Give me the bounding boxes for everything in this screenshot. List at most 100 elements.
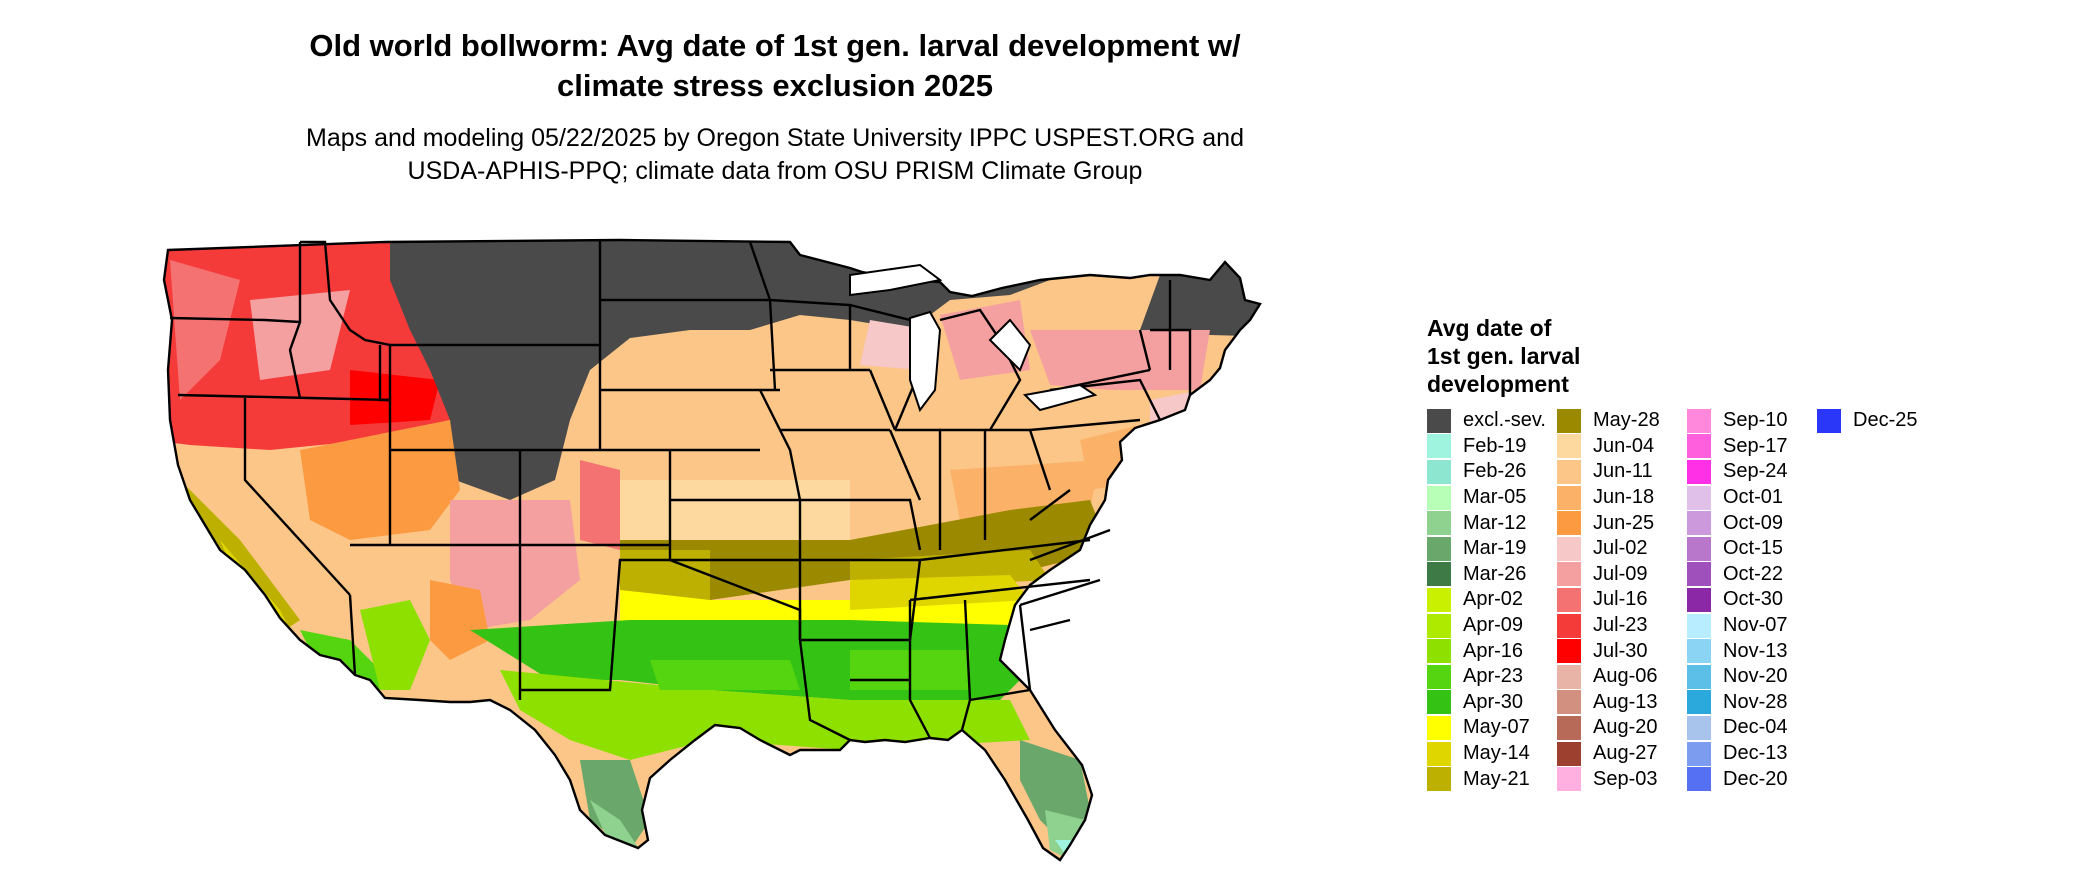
legend-label: Sep-10 — [1723, 409, 1788, 432]
legend-item: Apr-23 — [1427, 664, 1557, 690]
legend-item: Sep-24 — [1687, 459, 1817, 485]
legend-label: Dec-20 — [1723, 767, 1788, 790]
legend-swatch — [1427, 587, 1451, 612]
legend-label: Jul-30 — [1593, 639, 1648, 662]
legend-label: Nov-28 — [1723, 690, 1788, 713]
legend-label: Nov-07 — [1723, 614, 1788, 637]
legend-item: Apr-16 — [1427, 638, 1557, 664]
legend-item: Jun-18 — [1557, 485, 1687, 511]
legend-item: Mar-05 — [1427, 485, 1557, 511]
legend-label: Dec-13 — [1723, 742, 1788, 765]
legend-label: Nov-13 — [1723, 639, 1788, 662]
legend-swatch — [1687, 485, 1711, 510]
legend-label: Dec-04 — [1723, 716, 1788, 739]
legend-label: Jul-09 — [1593, 562, 1648, 585]
legend-item: May-07 — [1427, 715, 1557, 741]
legend-swatch — [1557, 587, 1581, 612]
legend-label: Jul-16 — [1593, 588, 1648, 611]
legend-item: Nov-28 — [1687, 690, 1817, 716]
legend-swatch — [1687, 613, 1711, 638]
legend-item: Dec-13 — [1687, 741, 1817, 767]
legend-swatch — [1687, 459, 1711, 484]
legend-item: May-21 — [1427, 766, 1557, 792]
legend-swatch — [1427, 664, 1451, 689]
us-map — [162, 238, 1262, 862]
legend-item: excl.-sev. — [1427, 408, 1557, 434]
legend-swatch — [1427, 613, 1451, 638]
legend-label: Mar-26 — [1463, 562, 1527, 585]
legend-item: Aug-13 — [1557, 690, 1687, 716]
legend-swatch — [1427, 434, 1451, 459]
legend-label: Jun-18 — [1593, 486, 1655, 509]
legend-swatch — [1427, 639, 1451, 664]
legend-swatch — [1427, 536, 1451, 561]
legend-swatch — [1817, 408, 1841, 433]
legend-item: Mar-12 — [1427, 510, 1557, 536]
map-subtitle-line-1: Maps and modeling 05/22/2025 by Oregon S… — [306, 124, 1244, 152]
legend-label: Aug-20 — [1593, 716, 1658, 739]
legend-swatch — [1687, 562, 1711, 587]
legend-item: Oct-22 — [1687, 562, 1817, 588]
legend-item: Oct-15 — [1687, 536, 1817, 562]
legend-swatch — [1427, 511, 1451, 536]
map-title-line-2: climate stress exclusion 2025 — [557, 68, 993, 103]
legend-swatch — [1557, 434, 1581, 459]
legend-swatch — [1687, 408, 1711, 433]
legend-label: May-28 — [1593, 409, 1660, 432]
legend-swatch — [1557, 485, 1581, 510]
legend-title-line-2: 1st gen. larval — [1427, 343, 1581, 369]
legend-label: Jul-02 — [1593, 537, 1648, 560]
legend-swatch — [1427, 485, 1451, 510]
legend-swatch — [1557, 408, 1581, 433]
legend-swatch — [1557, 459, 1581, 484]
legend-item: Apr-02 — [1427, 587, 1557, 613]
legend-swatch — [1687, 639, 1711, 664]
legend-item: Nov-20 — [1687, 664, 1817, 690]
legend-label: Feb-19 — [1463, 434, 1527, 457]
legend-item: Sep-10 — [1687, 408, 1817, 434]
legend-label: Jun-04 — [1593, 434, 1655, 457]
legend-swatch — [1687, 690, 1711, 715]
legend-label: Jul-23 — [1593, 614, 1648, 637]
legend-item: Jul-09 — [1557, 562, 1687, 588]
map-title: Old world bollworm: Avg date of 1st gen.… — [200, 26, 1350, 106]
legend-swatch — [1557, 741, 1581, 766]
legend-title-line-3: development — [1427, 371, 1569, 397]
legend-swatch — [1427, 562, 1451, 587]
legend-label: May-21 — [1463, 767, 1530, 790]
legend-swatch — [1687, 511, 1711, 536]
legend-item: Aug-27 — [1557, 741, 1687, 767]
legend-item: Jun-04 — [1557, 434, 1687, 460]
legend-item: May-14 — [1427, 741, 1557, 767]
legend-item: May-28 — [1557, 408, 1687, 434]
legend-label: Sep-17 — [1723, 434, 1788, 457]
legend-item: Dec-20 — [1687, 766, 1817, 792]
legend-item: Mar-19 — [1427, 536, 1557, 562]
legend-label: Oct-09 — [1723, 511, 1784, 534]
legend-item: Feb-26 — [1427, 459, 1557, 485]
legend-item: Sep-17 — [1687, 434, 1817, 460]
legend: excl.-sev. Feb-19 Feb-26 Mar-05 Mar-12 Mar-19… — [1427, 408, 1947, 792]
legend-label: Oct-15 — [1723, 537, 1784, 560]
legend-swatch — [1557, 767, 1581, 792]
legend-label: Apr-02 — [1463, 588, 1524, 611]
legend-label: excl.-sev. — [1463, 409, 1546, 432]
legend-swatch — [1687, 715, 1711, 740]
legend-item: Jul-23 — [1557, 613, 1687, 639]
legend-label: Nov-20 — [1723, 665, 1788, 688]
legend-label: Oct-30 — [1723, 588, 1784, 611]
legend-item: Aug-20 — [1557, 715, 1687, 741]
legend-item: Aug-06 — [1557, 664, 1687, 690]
legend-item: Oct-09 — [1687, 510, 1817, 536]
map-subtitle: Maps and modeling 05/22/2025 by Oregon S… — [200, 122, 1350, 188]
legend-swatch — [1557, 613, 1581, 638]
legend-title-line-1: Avg date of — [1427, 315, 1552, 341]
legend-swatch — [1427, 408, 1451, 433]
legend-swatch — [1687, 587, 1711, 612]
legend-swatch — [1687, 741, 1711, 766]
legend-item: Dec-25 — [1817, 408, 1947, 434]
legend-swatch — [1687, 767, 1711, 792]
legend-swatch — [1427, 767, 1451, 792]
legend-label: Feb-26 — [1463, 460, 1527, 483]
legend-label: Mar-19 — [1463, 537, 1527, 560]
